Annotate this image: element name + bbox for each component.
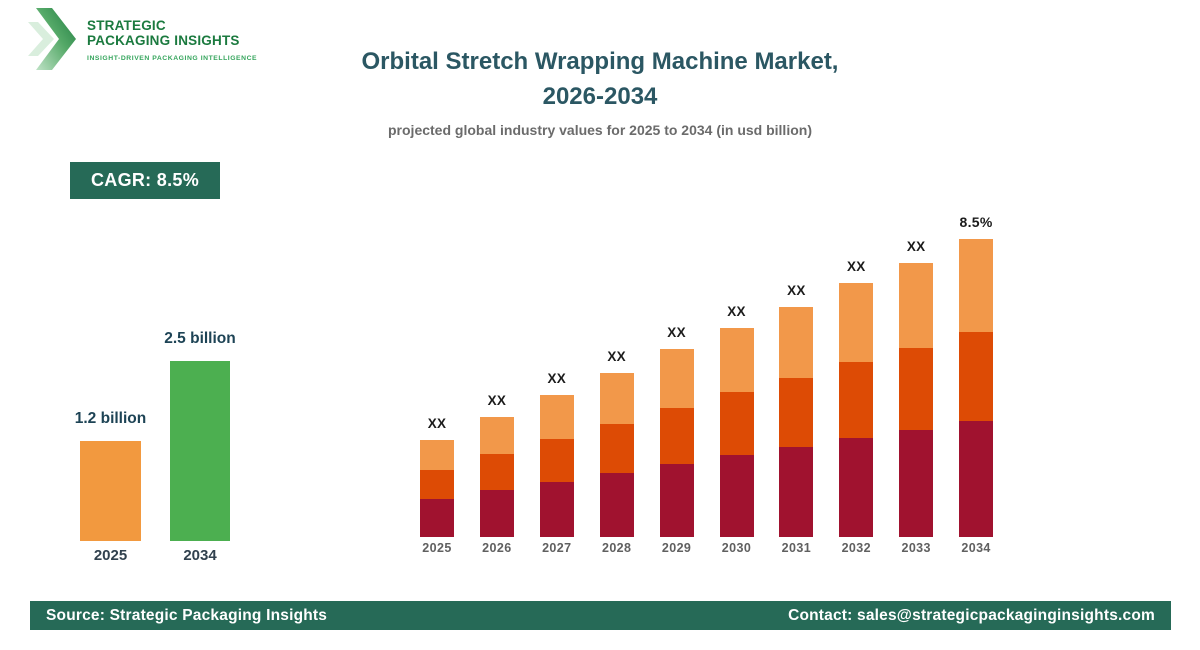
double-chevron-right-icon [28, 8, 76, 70]
cagr-badge: CAGR: 8.5% [70, 162, 220, 199]
stacked-bar-top-label-2025: XX [427, 416, 447, 431]
stacked-bar-2026-segment-3 [479, 417, 514, 454]
brand-tagline: INSIGHT-DRIVEN PACKAGING INTELLIGENCE [87, 55, 258, 63]
stacked-bar-2029 [659, 349, 694, 537]
stacked-bar-2033-segment-1 [899, 430, 934, 537]
stacked-bar-2031-segment-1 [779, 447, 814, 537]
brand-name-line2: PACKAGING INSIGHTS [87, 33, 240, 49]
stacked-bar-2033 [899, 263, 934, 537]
stacked-bar-top-label-2027: XX [547, 371, 567, 386]
stacked-bar-2032-segment-3 [839, 283, 874, 362]
brand-name-line1: STRATEGIC [87, 18, 166, 33]
stacked-bar-year-2026: 2026 [482, 541, 512, 555]
stacked-bar-2030 [719, 328, 754, 537]
endpoint-comparison-chart: 1.2 billion 2025 2.5 billion 2034 [70, 320, 245, 564]
stacked-bar-top-label-2026: XX [487, 393, 507, 408]
stacked-bar-top-label-2029: XX [667, 325, 686, 340]
stacked-bar-year-2034: 2034 [961, 541, 991, 555]
stacked-bar-year-2029: 2029 [661, 541, 692, 555]
stacked-bar-2031-segment-3 [779, 307, 814, 378]
brand-logo-text: STRATEGIC PACKAGING INSIGHTS INSIGHT-DRI… [87, 8, 257, 62]
stacked-bar-2028-segment-3 [599, 373, 634, 424]
stacked-bar-year-2025: 2025 [422, 541, 452, 555]
stacked-bar-2025-segment-2 [420, 470, 454, 499]
stacked-bar-year-2032: 2032 [841, 541, 871, 555]
stacked-bar-top-label-2033: XX [906, 239, 926, 254]
projection-stacked-chart: XX 2025 XX 2026 XX 2027 XX 2028 XX 2029 XX 2030 XX 20… [408, 205, 1008, 555]
stacked-bar-2030-segment-3 [719, 328, 754, 392]
stacked-bar-year-2033: 2033 [901, 541, 931, 555]
stacked-bar-2029-segment-2 [659, 408, 694, 464]
stacked-bar-2027-segment-3 [539, 395, 574, 439]
stacked-bar-top-label-2028: XX [607, 349, 626, 364]
stacked-bar-2028-segment-1 [599, 473, 634, 537]
stacked-bar-2029-segment-1 [659, 464, 694, 537]
stacked-bar-2025-segment-1 [420, 499, 454, 537]
stacked-bar-2026 [479, 417, 514, 537]
stacked-bar-2030-segment-2 [719, 392, 754, 455]
stacked-bar-2031 [779, 307, 814, 537]
stacked-bar-2027-segment-2 [539, 439, 574, 482]
mini-bar-2025 [80, 441, 141, 541]
stacked-bar-2034 [959, 239, 994, 537]
page-title-line1: Orbital Stretch Wrapping Machine Market, [361, 48, 839, 75]
stacked-bar-year-2031: 2031 [781, 541, 812, 555]
mini-bar-year-2034: 2034 [183, 547, 217, 564]
stacked-bar-2033-segment-3 [899, 263, 934, 348]
stacked-bar-2034-segment-1 [959, 421, 994, 537]
stacked-bar-2031-segment-2 [779, 378, 814, 447]
mini-bar-year-2025: 2025 [93, 547, 128, 564]
stacked-bar-top-label-2030: XX [727, 304, 746, 319]
brand-logo: STRATEGIC PACKAGING INSIGHTS INSIGHT-DRI… [28, 8, 257, 70]
footer-source: Source: Strategic Packaging Insights [46, 606, 328, 624]
footer-contact: Contact: sales@strategicpackaginginsight… [788, 606, 1155, 624]
stacked-bar-top-label-2032: XX [846, 259, 866, 274]
page-subtitle: projected global industry values for 202… [388, 121, 812, 138]
mini-bar-value-2034: 2.5 billion [164, 330, 236, 347]
stacked-bar-year-2027: 2027 [542, 541, 572, 555]
mini-bar-value-2025: 1.2 billion [74, 410, 147, 427]
stacked-bar-2032 [839, 283, 874, 537]
stacked-bar-2025-segment-3 [420, 440, 454, 470]
stacked-bar-top-label-2034: 8.5% [959, 214, 993, 230]
stacked-bar-2034-segment-2 [959, 332, 994, 421]
stacked-bar-2032-segment-1 [839, 438, 874, 537]
stacked-bar-2027 [539, 395, 574, 537]
stacked-bar-2025 [420, 440, 454, 537]
stacked-bar-2029-segment-3 [659, 349, 694, 408]
stacked-bar-2034-segment-3 [959, 239, 994, 332]
stacked-bar-2026-segment-1 [479, 490, 514, 537]
page-title-line2: 2026-2034 [542, 82, 658, 110]
stacked-bar-2032-segment-2 [839, 362, 874, 438]
stacked-bar-year-2030: 2030 [721, 541, 752, 555]
stacked-bar-top-label-2031: XX [787, 283, 806, 298]
stacked-bar-2026-segment-2 [479, 454, 514, 490]
mini-bar-2034 [170, 361, 230, 541]
stacked-bar-2030-segment-1 [719, 455, 754, 537]
stacked-bar-2028 [599, 373, 634, 537]
footer-bar: Source: Strategic Packaging Insights Con… [30, 601, 1171, 630]
stacked-bar-year-2028: 2028 [601, 541, 632, 555]
stacked-bar-2027-segment-1 [539, 482, 574, 537]
chart-header: Orbital Stretch Wrapping Machine Market,… [0, 45, 1200, 138]
stacked-bar-2028-segment-2 [599, 424, 634, 473]
stacked-bar-2033-segment-2 [899, 348, 934, 430]
